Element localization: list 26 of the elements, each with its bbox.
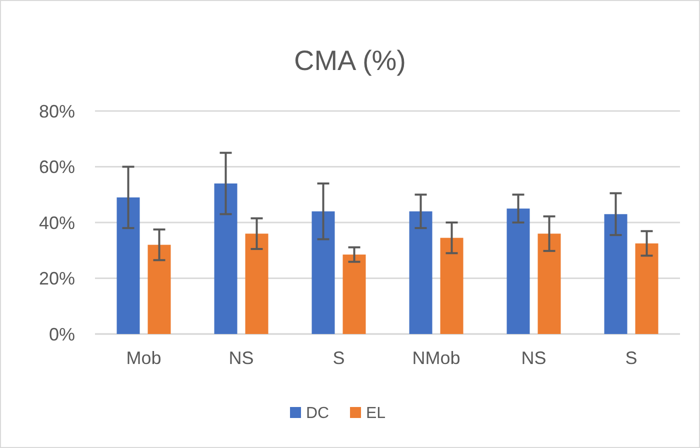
x-tick-label: Mob [126, 348, 162, 368]
bar [116, 197, 140, 334]
legend-label: DC [306, 405, 330, 422]
x-tick-label: NMob [412, 348, 460, 368]
x-tick-label: NS [228, 348, 254, 368]
bar [342, 254, 366, 334]
bar [538, 234, 561, 334]
x-tick-label: NS [521, 348, 546, 368]
legend-label: EL [366, 405, 386, 422]
y-tick-label: 80% [38, 101, 75, 122]
bar [312, 211, 335, 334]
bar [440, 238, 464, 334]
y-tick-label: 20% [38, 268, 75, 289]
y-tick-label: 40% [38, 212, 75, 233]
y-tick-label: 0% [48, 324, 75, 344]
y-tick-label: 60% [38, 157, 75, 178]
bar [635, 243, 658, 334]
chart-title: CMA (%) [294, 45, 406, 76]
bar [214, 183, 238, 334]
bar [245, 234, 268, 334]
x-tick-label: S [625, 348, 638, 368]
bar [148, 244, 171, 334]
x-tick-label: S [332, 348, 345, 368]
bar [506, 208, 530, 334]
bar [409, 211, 432, 334]
bar [604, 214, 628, 334]
